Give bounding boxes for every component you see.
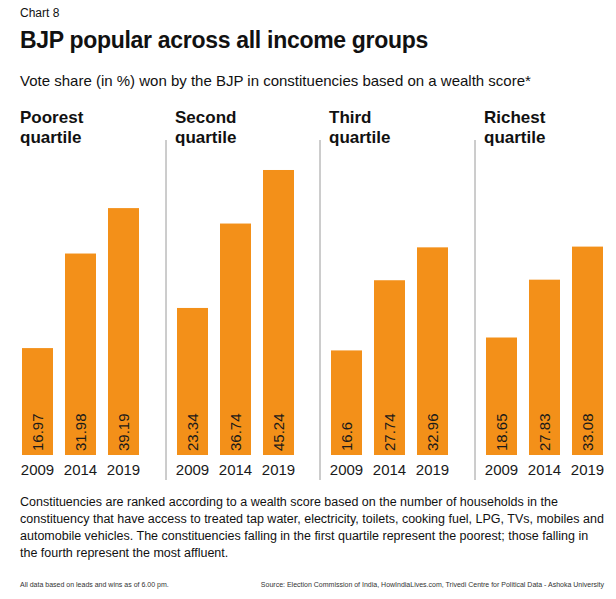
panel-separator (475, 140, 476, 480)
chart-label: Chart 8 (20, 6, 59, 20)
x-tick-label: 2009 (21, 461, 54, 478)
bars (177, 170, 294, 455)
data-label: 32.96 (424, 413, 441, 451)
chart-subtitle: Vote share (in %) won by the BJP in cons… (20, 72, 610, 89)
x-tick-label: 2019 (107, 461, 140, 478)
x-tick-label: 2009 (330, 461, 363, 478)
labels: 18.65 2009 27.83 2014 33.08 2019 (485, 413, 604, 478)
data-label: 36.74 (227, 413, 244, 451)
x-tick-label: 2019 (262, 461, 295, 478)
bars (486, 247, 603, 455)
bar (572, 247, 603, 455)
bar (263, 170, 294, 455)
x-tick-label: 2014 (219, 461, 252, 478)
x-tick-label: 2009 (176, 461, 209, 478)
data-label: 18.65 (493, 413, 510, 451)
x-tick-label: 2014 (64, 461, 97, 478)
labels: 23.34 2009 36.74 2014 45.24 2019 (176, 413, 295, 478)
data-label: 23.34 (184, 413, 201, 451)
bar (417, 247, 448, 455)
data-label: 27.74 (381, 413, 398, 451)
panel-title: Richest quartile (484, 108, 569, 148)
bar (22, 348, 53, 455)
bar (529, 280, 560, 455)
data-label: 16.97 (29, 413, 46, 451)
charts: 16.97 2009 31.98 2014 39.19 2019 23.34 2009 36.7… (0, 0, 616, 599)
panel-title: Second quartile (175, 108, 260, 148)
panel-title: Poorest quartile (20, 108, 105, 148)
bar (374, 280, 405, 455)
bar (108, 208, 139, 455)
panel-separator (166, 140, 167, 480)
x-tick-label: 2019 (571, 461, 604, 478)
bars (331, 247, 448, 455)
x-tick-label: 2009 (485, 461, 518, 478)
bar (331, 350, 362, 455)
source: Source: Election Commission of India, Ho… (261, 581, 604, 588)
x-tick-label: 2019 (416, 461, 449, 478)
bar (220, 224, 251, 455)
labels: 16.97 2009 31.98 2014 39.19 2019 (21, 413, 140, 478)
data-label: 27.83 (536, 413, 553, 451)
x-tick-label: 2014 (528, 461, 561, 478)
data-label: 31.98 (72, 413, 89, 451)
data-note: All data based on leads and wins as of 6… (20, 581, 169, 588)
data-label: 39.19 (115, 413, 132, 451)
labels: 16.6 2009 27.74 2014 32.96 2019 (330, 413, 449, 478)
panel-title: Third quartile (329, 108, 414, 148)
bar (177, 308, 208, 455)
data-label: 45.24 (270, 413, 287, 451)
bars (22, 208, 139, 455)
panel-separator (320, 140, 321, 480)
data-label: 33.08 (579, 413, 596, 451)
bar (486, 338, 517, 455)
footnote: Constituencies are ranked according to a… (20, 494, 608, 562)
x-tick-label: 2014 (373, 461, 406, 478)
bar (65, 254, 96, 455)
data-label: 16.6 (338, 422, 355, 451)
chart-title: BJP popular across all income groups (20, 27, 428, 54)
